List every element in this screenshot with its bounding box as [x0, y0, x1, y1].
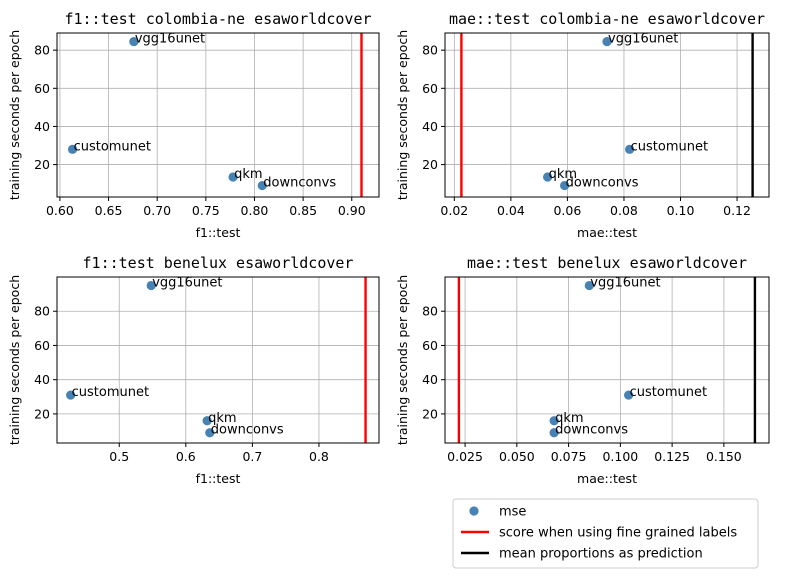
x-tick-label: 0.65 [95, 203, 123, 218]
x-tick-label: 0.5 [109, 449, 129, 464]
axes-frame [444, 276, 770, 444]
x-tick-label: 0.6 [176, 449, 196, 464]
x-tick-label: 0.075 [551, 449, 587, 464]
x-tick-label: 0.050 [499, 449, 535, 464]
point-label-qkm: qkm [234, 167, 262, 182]
y-tick-label: 80 [422, 43, 438, 58]
y-axis-label: training seconds per epoch [7, 275, 22, 445]
point-label-vgg16unet: vgg16unet [608, 32, 678, 47]
y-tick-label: 60 [34, 338, 50, 353]
chart-title: mae::test colombia-ne esaworldcover [449, 10, 765, 28]
y-tick-label: 40 [34, 119, 50, 134]
data-point-vgg16unet [146, 280, 156, 291]
y-tick-label: 40 [422, 372, 438, 387]
legend-label: score when using fine grained labels [499, 526, 737, 541]
legend-label: mse [499, 505, 526, 520]
point-label-downconvs: downconvs [566, 176, 639, 191]
x-tick-label: 0.06 [553, 203, 581, 218]
point-label-qkm: qkm [208, 411, 236, 426]
data-point-qkm [543, 172, 553, 182]
y-axis-label: training seconds per epoch [395, 275, 410, 445]
point-label-qkm: qkm [549, 167, 577, 182]
data-point-customunet [67, 144, 78, 154]
chart-title: f1::test colombia-ne esaworldcover [64, 10, 371, 28]
data-point-customunet [624, 390, 634, 400]
point-label-customunet: customunet [631, 139, 708, 154]
x-tick-label: 0.100 [602, 449, 638, 464]
y-axis-label: training seconds per epoch [7, 30, 22, 200]
legend-label: mean proportions as prediction [499, 547, 703, 562]
x-axis-label: mae::test [577, 471, 637, 486]
y-tick-label: 60 [34, 81, 50, 96]
chart-legend: mse score when using fine grained labels m… [452, 498, 759, 569]
data-point-downconvs [549, 428, 559, 438]
legend-marker-icon [469, 506, 479, 516]
point-label-downconvs: downconvs [263, 176, 336, 191]
data-point-vgg16unet [602, 36, 612, 47]
x-tick-label: 0.12 [723, 203, 751, 218]
data-point-qkm [202, 416, 212, 426]
y-tick-label: 20 [422, 406, 438, 421]
data-point-qkm [228, 172, 238, 182]
point-label-qkm: qkm [555, 411, 583, 426]
x-tick-label: 0.04 [497, 203, 525, 218]
data-point-vgg16unet [584, 280, 594, 291]
axes-frame [56, 276, 380, 444]
y-tick-label: 80 [34, 43, 50, 58]
x-tick-label: 0.08 [610, 203, 638, 218]
x-tick-label: 0.80 [241, 203, 269, 218]
data-point-qkm [549, 416, 559, 426]
data-point-downconvs [205, 428, 215, 438]
axes-frame [56, 32, 380, 198]
chart-title: mae::test benelux esaworldcover [467, 254, 747, 272]
y-tick-label: 80 [34, 304, 50, 319]
point-label-downconvs: downconvs [555, 423, 628, 438]
y-tick-label: 60 [422, 81, 438, 96]
x-tick-label: 0.025 [447, 449, 483, 464]
x-tick-label: 0.85 [289, 203, 317, 218]
y-tick-label: 80 [422, 304, 438, 319]
data-point-downconvs [257, 180, 267, 191]
y-tick-label: 40 [422, 119, 438, 134]
x-axis-label: f1::test [196, 471, 241, 486]
point-label-vgg16unet: vgg16unet [152, 276, 222, 291]
x-tick-label: 0.90 [338, 203, 366, 218]
x-tick-label: 0.60 [46, 203, 74, 218]
x-tick-label: 0.10 [667, 203, 695, 218]
data-point-customunet [66, 390, 76, 400]
axes-frame [444, 32, 770, 198]
x-axis-label: mae::test [577, 225, 637, 240]
y-tick-label: 60 [422, 338, 438, 353]
y-axis-label: training seconds per epoch [395, 30, 410, 200]
point-label-customunet: customunet [630, 385, 707, 400]
chart-title: f1::test benelux esaworldcover [83, 254, 354, 272]
data-point-vgg16unet [129, 36, 139, 47]
point-label-customunet: customunet [72, 385, 149, 400]
y-tick-label: 20 [34, 406, 50, 421]
data-point-downconvs [559, 180, 570, 191]
x-tick-label: 0.150 [706, 449, 742, 464]
y-tick-label: 20 [34, 157, 50, 172]
point-label-customunet: customunet [74, 139, 151, 154]
y-tick-label: 40 [34, 372, 50, 387]
x-tick-label: 0.7 [242, 449, 262, 464]
x-tick-label: 0.125 [654, 449, 690, 464]
x-tick-label: 0.75 [192, 203, 220, 218]
y-tick-label: 20 [422, 157, 438, 172]
data-point-customunet [625, 144, 635, 154]
x-axis-label: f1::test [196, 225, 241, 240]
point-label-vgg16unet: vgg16unet [135, 32, 205, 47]
legend-box [452, 498, 759, 569]
point-label-downconvs: downconvs [211, 423, 284, 438]
x-tick-label: 0.02 [440, 203, 468, 218]
x-tick-label: 0.70 [143, 203, 171, 218]
point-label-vgg16unet: vgg16unet [590, 276, 660, 291]
x-tick-label: 0.8 [309, 449, 329, 464]
